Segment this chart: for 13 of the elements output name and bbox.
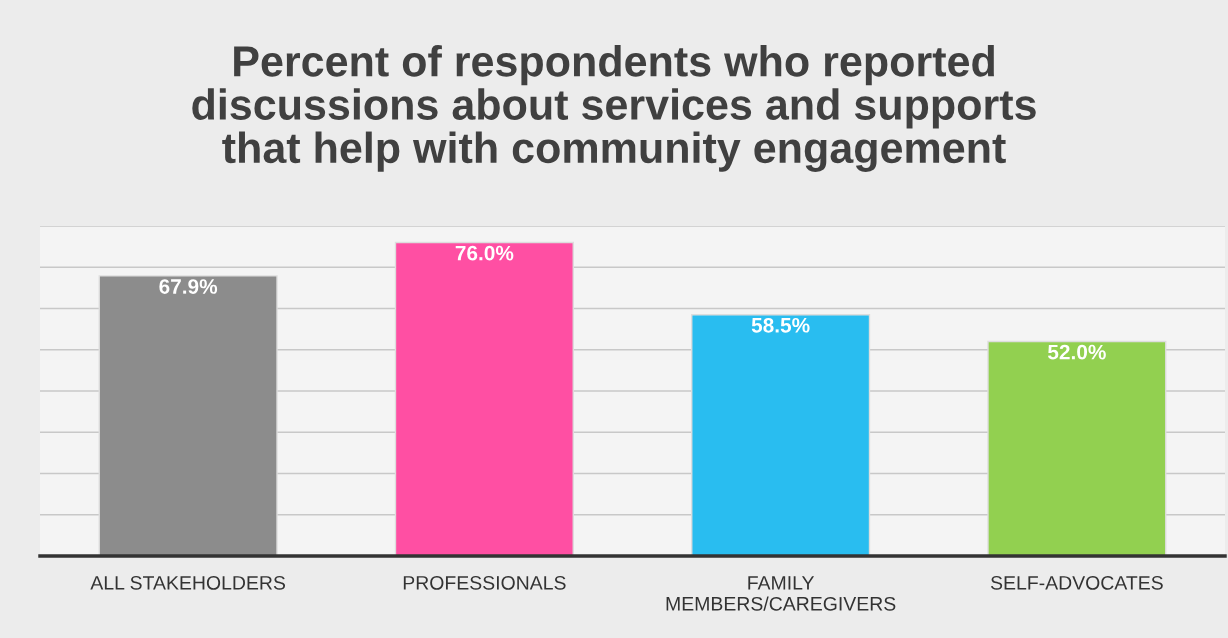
x-tick-label: FAMILY MEMBERS/CAREGIVERS xyxy=(666,576,896,611)
bar xyxy=(987,340,1167,556)
data-label: 76.0% xyxy=(455,245,514,261)
data-label: 67.9% xyxy=(159,279,218,294)
x-tick-label: ALL STAKEHOLDERS xyxy=(90,575,286,590)
data-label: 52.0% xyxy=(1047,344,1106,360)
x-tick-label: PROFESSIONALS xyxy=(403,575,566,590)
bar xyxy=(394,241,574,556)
bar xyxy=(691,313,871,556)
chart-title: Percent of respondents who reported discussions about services and supports that help with community engagement xyxy=(192,45,1036,172)
data-label: 58.5% xyxy=(751,317,810,333)
x-tick-label: SELF-ADVOCATES xyxy=(990,575,1163,590)
bar xyxy=(98,275,278,556)
